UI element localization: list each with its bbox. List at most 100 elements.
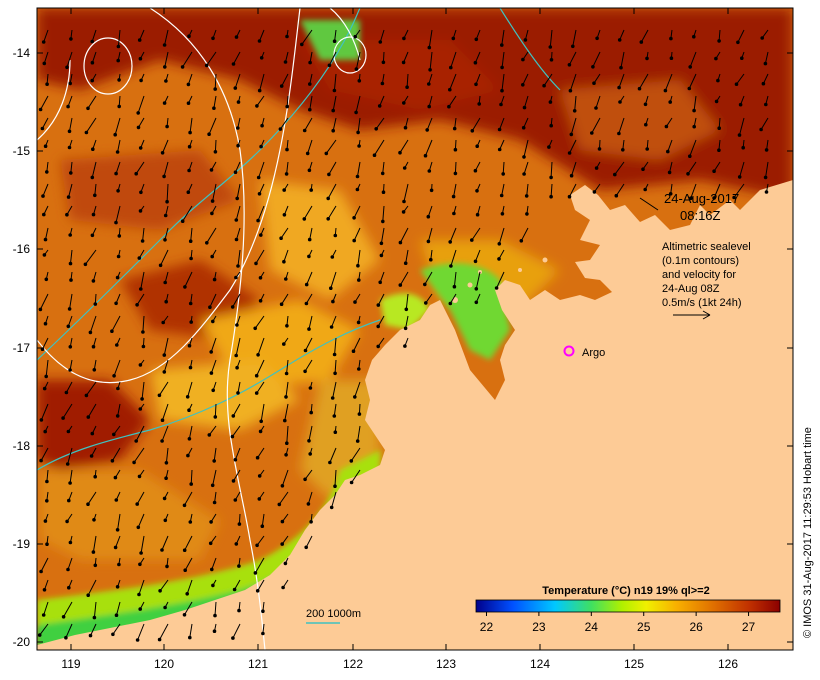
velocity-arrow — [403, 183, 409, 202]
velocity-arrow-head — [136, 125, 141, 130]
velocity-arrow-head — [475, 144, 480, 148]
velocity-arrow-head — [448, 301, 453, 306]
velocity-arrow-head — [494, 286, 499, 290]
velocity-arrow — [237, 381, 241, 393]
velocity-arrow — [138, 579, 145, 595]
lat-tick-label: -18 — [13, 439, 31, 453]
velocity-arrow-head — [255, 589, 260, 593]
velocity-arrow — [308, 315, 313, 330]
velocity-arrow-head — [233, 457, 238, 462]
velocity-arrow-head — [67, 145, 72, 150]
velocity-arrow-head — [68, 345, 73, 349]
velocity-arrow — [285, 381, 289, 397]
velocity-arrow-head — [158, 263, 163, 268]
velocity-arrow-head — [692, 124, 697, 129]
velocity-arrow — [330, 271, 337, 289]
velocity-arrow-head — [212, 106, 216, 110]
velocity-arrow-head — [139, 190, 143, 195]
velocity-arrow — [332, 381, 337, 399]
velocity-arrow — [737, 29, 745, 43]
velocity-arrow — [40, 403, 49, 421]
velocity-arrow — [257, 205, 265, 221]
velocity-arrow-head — [592, 81, 596, 85]
velocity-arrow — [235, 205, 241, 221]
velocity-arrow — [90, 623, 97, 636]
velocity-arrow-head — [236, 100, 241, 104]
velocity-arrow-head — [89, 454, 94, 458]
velocity-arrow-head — [309, 410, 314, 415]
velocity-arrow — [448, 95, 457, 107]
velocity-arrow-head — [549, 194, 553, 199]
velocity-arrow-head — [357, 412, 362, 416]
velocity-arrow-head — [306, 502, 311, 506]
lon-tick-label: 124 — [530, 657, 550, 671]
velocity-arrow — [424, 271, 433, 285]
velocity-arrow — [187, 73, 193, 85]
velocity-arrow-head — [117, 78, 121, 82]
velocity-arrow-head — [542, 83, 546, 88]
velocity-arrow-head — [66, 104, 70, 109]
velocity-arrow-head — [114, 613, 119, 618]
velocity-arrow-head — [451, 36, 456, 41]
velocity-arrow-head — [236, 143, 240, 148]
velocity-arrow-head — [645, 147, 650, 151]
velocity-arrow-head — [231, 414, 236, 418]
velocity-arrow-head — [470, 129, 475, 133]
velocity-arrow-head — [187, 408, 191, 413]
velocity-arrow-head — [304, 545, 309, 550]
velocity-arrow-head — [285, 104, 290, 109]
velocity-arrow — [428, 95, 433, 107]
velocity-arrow-head — [499, 102, 503, 107]
lon-tick-label: 123 — [436, 657, 456, 671]
velocity-arrow — [687, 161, 697, 175]
velocity-arrow-head — [402, 166, 407, 170]
velocity-arrow — [526, 183, 529, 196]
velocity-arrow — [592, 51, 601, 68]
velocity-arrow — [137, 623, 145, 641]
velocity-arrow-head — [116, 44, 121, 49]
velocity-arrow — [454, 161, 457, 174]
velocity-arrow-head — [308, 452, 313, 456]
velocity-arrow-head — [65, 462, 70, 466]
velocity-arrow-head — [499, 193, 504, 198]
velocity-arrow — [307, 139, 313, 154]
velocity-arrow — [620, 51, 625, 68]
velocity-arrow — [667, 139, 673, 152]
velocity-arrow-head — [183, 285, 187, 289]
velocity-arrow-head — [427, 45, 432, 50]
velocity-arrow-head — [232, 587, 237, 592]
velocity-arrow — [449, 227, 457, 243]
velocity-arrow-head — [403, 326, 408, 331]
velocity-arrow — [522, 73, 529, 86]
velocity-arrow-head — [189, 320, 193, 324]
velocity-arrow — [718, 29, 721, 41]
velocity-arrow — [259, 29, 265, 42]
velocity-arrow-head — [569, 132, 574, 137]
velocity-arrow-head — [157, 637, 162, 642]
velocity-arrow-head — [138, 209, 143, 213]
velocity-arrow — [214, 403, 217, 417]
velocity-arrow-head — [324, 151, 329, 156]
velocity-arrow — [501, 29, 505, 46]
velocity-arrow — [67, 557, 73, 570]
velocity-arrow — [161, 425, 169, 442]
velocity-arrow — [39, 293, 49, 310]
lat-tick-label: -16 — [13, 242, 31, 256]
velocity-arrow-head — [716, 78, 720, 83]
velocity-arrow — [162, 403, 169, 421]
velocity-arrow — [184, 601, 193, 616]
velocity-arrow-head — [134, 439, 138, 443]
velocity-arrow-head — [309, 188, 314, 192]
velocity-arrow — [260, 403, 265, 422]
velocity-arrow-head — [379, 253, 384, 258]
velocity-arrow — [332, 117, 337, 131]
velocity-arrow — [182, 51, 193, 68]
velocity-arrow-head — [231, 479, 236, 483]
velocity-arrow-head — [521, 57, 525, 62]
velocity-arrow-head — [186, 190, 191, 194]
velocity-arrow-head — [403, 125, 408, 130]
velocity-arrow — [254, 315, 265, 329]
velocity-arrow — [333, 403, 337, 417]
velocity-arrow-head — [235, 323, 239, 327]
velocity-arrow-head — [594, 106, 598, 110]
